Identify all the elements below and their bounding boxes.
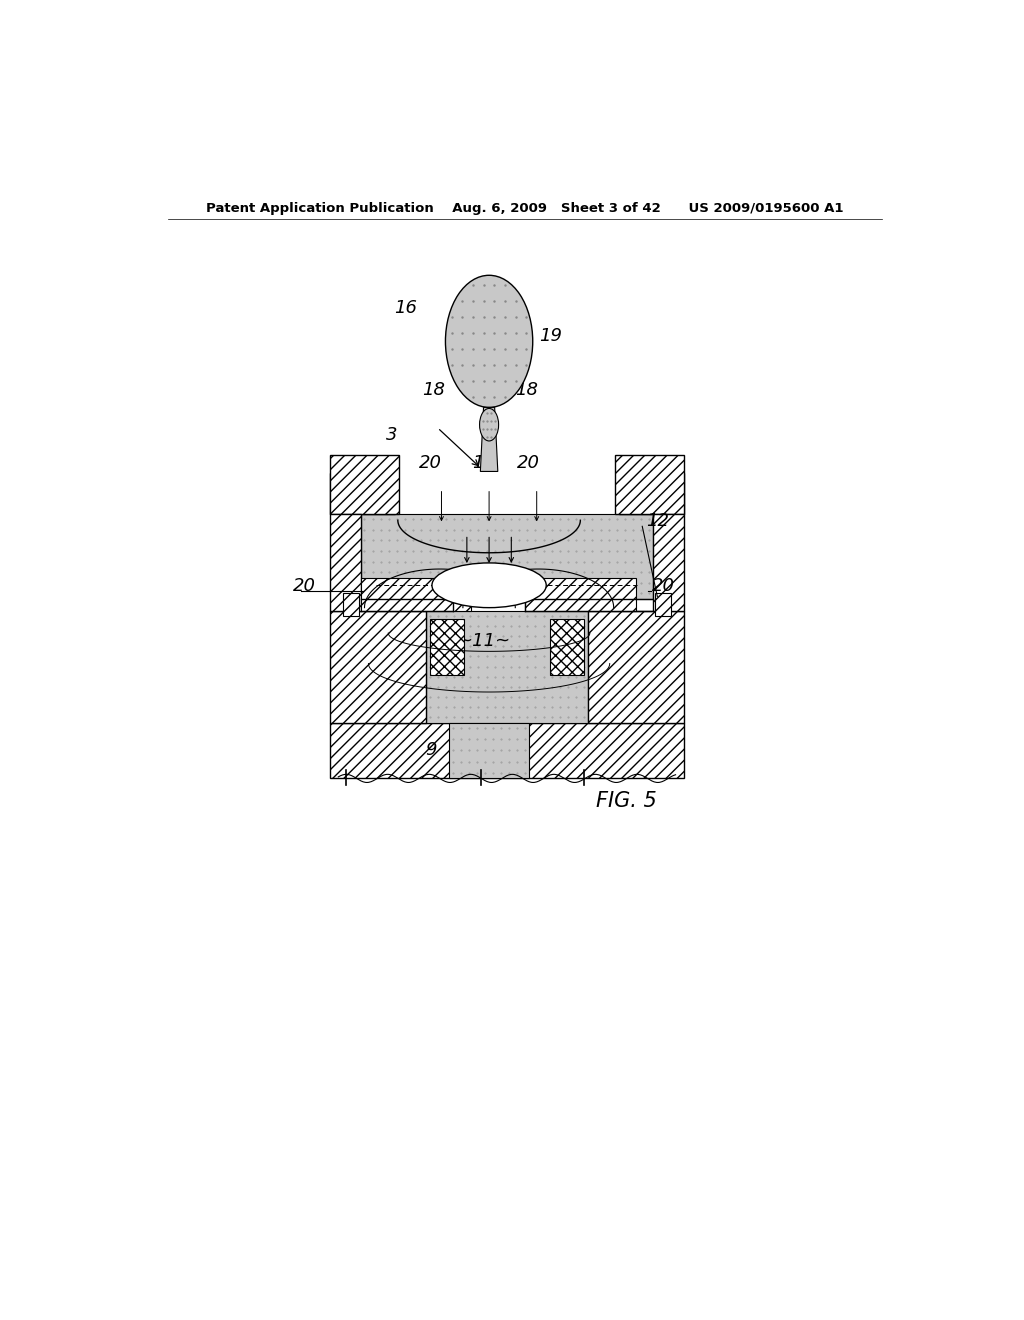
Bar [524,578,636,611]
Bar [450,722,528,779]
Text: 3: 3 [386,426,397,444]
Text: Patent Application Publication    Aug. 6, 2009   Sheet 3 of 42      US 2009/0195: Patent Application Publication Aug. 6, 2… [206,202,844,215]
Bar [426,611,588,722]
Bar [430,619,464,675]
Text: 17: 17 [472,454,495,473]
Bar [655,594,671,615]
Bar [360,515,653,598]
Text: 20: 20 [652,577,675,595]
Bar [343,594,359,615]
Ellipse shape [445,276,532,408]
Text: 20: 20 [419,454,441,473]
Bar [331,455,398,515]
Text: 20: 20 [293,577,316,595]
Text: 20: 20 [517,454,540,473]
Ellipse shape [432,562,546,607]
Text: 18: 18 [515,381,539,399]
Text: 19: 19 [539,327,562,346]
Text: ~11~: ~11~ [458,632,511,651]
Ellipse shape [479,408,499,441]
Text: FIG. 5: FIG. 5 [596,791,657,810]
Bar [360,578,471,611]
Bar [331,515,360,611]
Bar [550,619,584,675]
Text: 12: 12 [646,512,670,531]
Bar [331,611,426,722]
Text: 16: 16 [394,298,417,317]
Text: 18: 18 [422,381,444,399]
Bar [615,455,684,515]
Bar [653,515,684,611]
Polygon shape [480,408,498,471]
Text: 9: 9 [426,741,437,759]
Bar [331,474,394,515]
Bar [620,474,684,515]
Bar [331,722,684,779]
Bar [588,611,684,722]
